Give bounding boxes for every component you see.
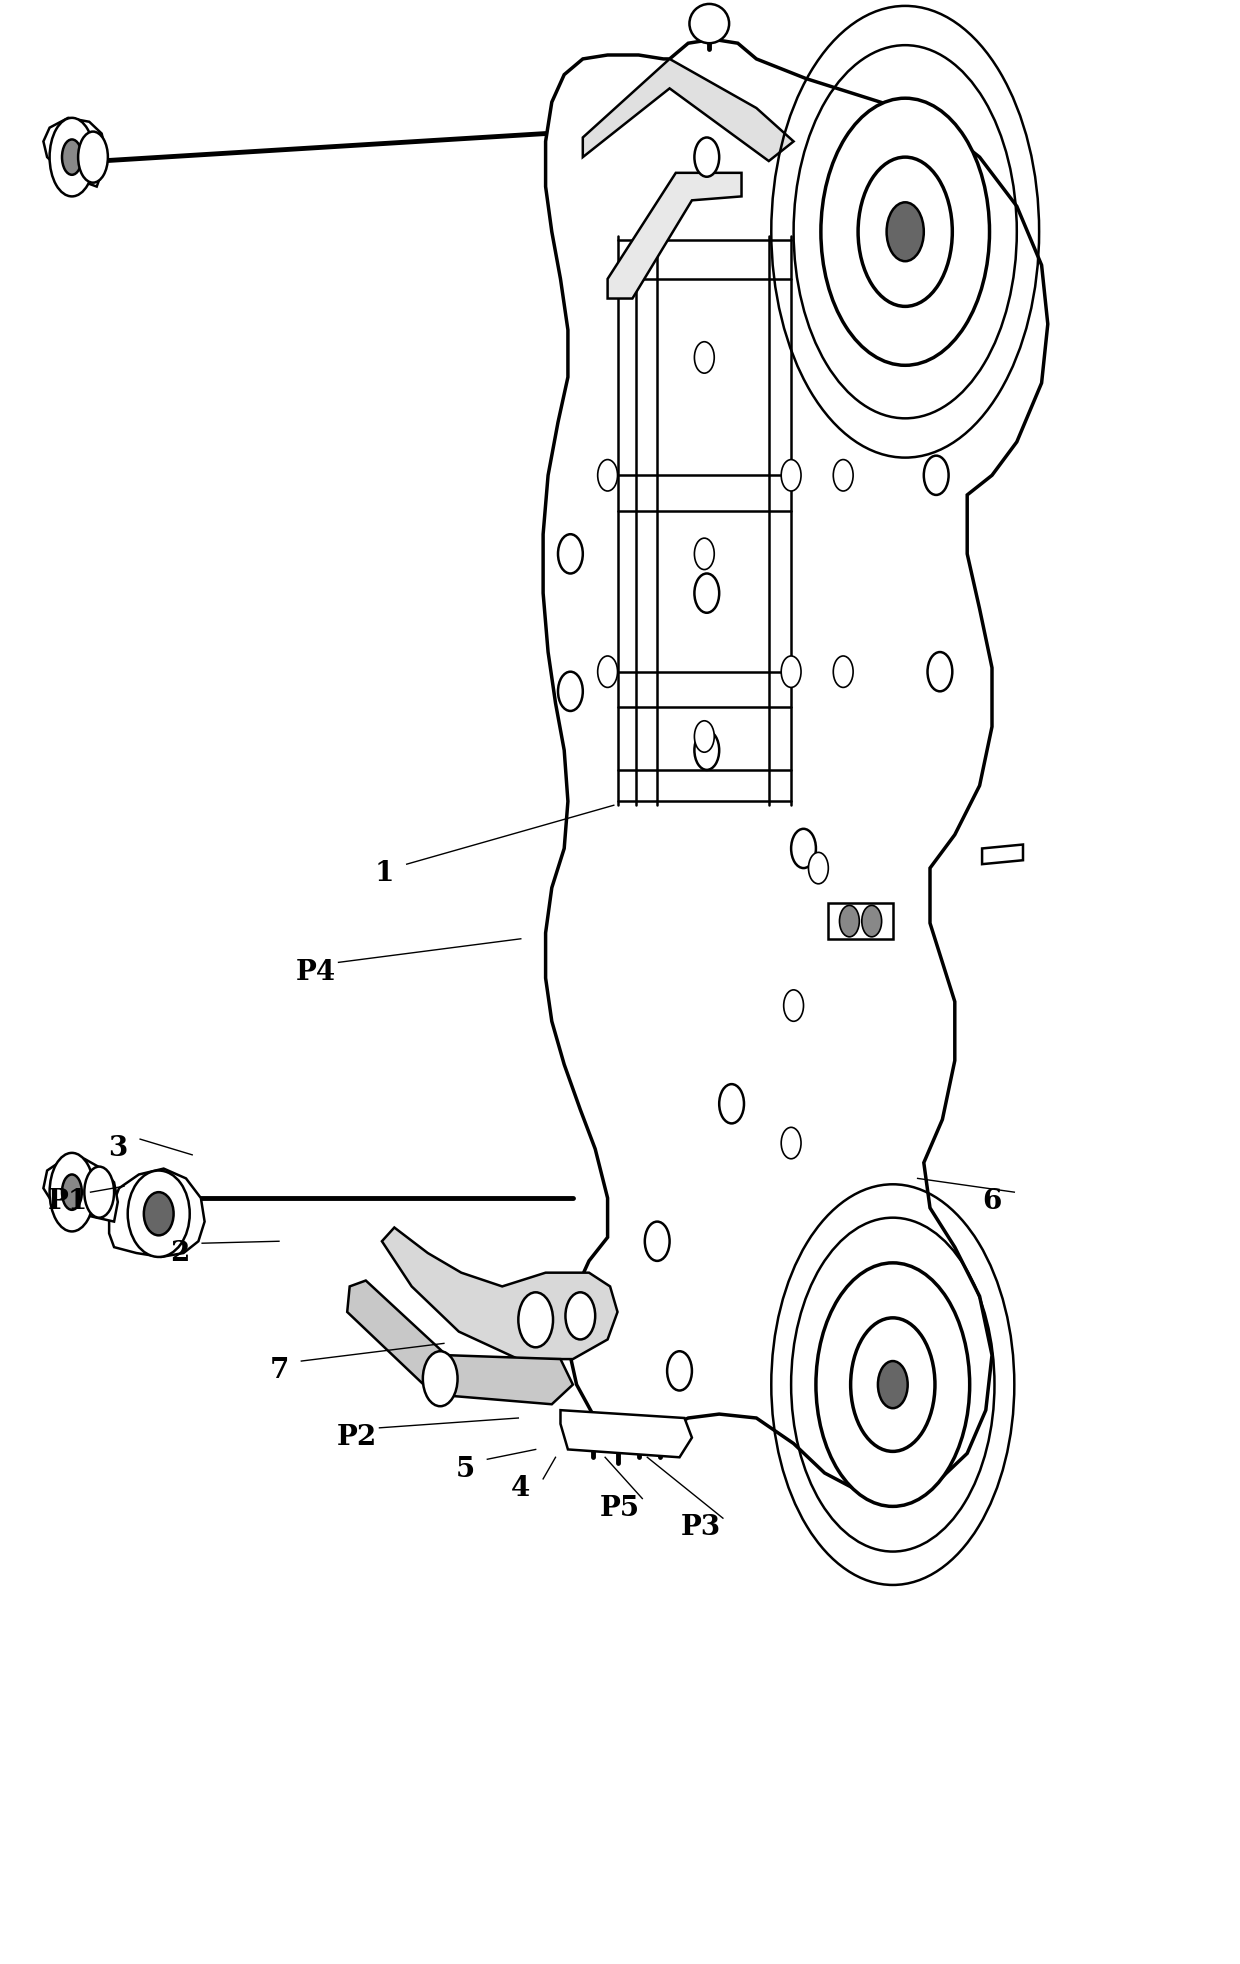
Ellipse shape [694,721,714,752]
Ellipse shape [694,342,714,373]
Ellipse shape [78,132,108,183]
Polygon shape [828,903,893,939]
Ellipse shape [128,1171,190,1257]
Ellipse shape [62,139,82,175]
Ellipse shape [928,652,952,691]
Text: 7: 7 [269,1357,289,1385]
Polygon shape [608,173,742,299]
Ellipse shape [781,656,801,687]
Ellipse shape [694,573,719,613]
Ellipse shape [50,118,94,196]
Text: P5: P5 [600,1495,640,1522]
Ellipse shape [667,1351,692,1391]
Text: 5: 5 [455,1455,475,1483]
Ellipse shape [598,460,618,491]
Ellipse shape [694,538,714,570]
Ellipse shape [565,1292,595,1339]
Text: P2: P2 [337,1424,377,1451]
Ellipse shape [558,534,583,573]
Ellipse shape [144,1192,174,1235]
Polygon shape [347,1281,573,1404]
Polygon shape [382,1228,618,1359]
Ellipse shape [84,1167,114,1218]
Ellipse shape [719,1084,744,1123]
Text: 1: 1 [374,860,394,888]
Ellipse shape [689,4,729,43]
Ellipse shape [791,829,816,868]
Polygon shape [109,1169,205,1257]
Ellipse shape [694,137,719,177]
Ellipse shape [833,460,853,491]
Ellipse shape [833,656,853,687]
Polygon shape [43,118,105,187]
Polygon shape [560,1410,692,1457]
Ellipse shape [598,656,618,687]
Ellipse shape [924,456,949,495]
Ellipse shape [887,202,924,261]
Ellipse shape [423,1351,458,1406]
Ellipse shape [784,990,804,1021]
Text: 4: 4 [511,1475,531,1502]
Polygon shape [43,1159,118,1222]
Ellipse shape [851,1318,935,1451]
Text: 6: 6 [982,1188,1002,1216]
Text: P4: P4 [296,958,336,986]
Ellipse shape [878,1361,908,1408]
Polygon shape [982,845,1023,864]
Ellipse shape [62,1174,82,1210]
Ellipse shape [808,852,828,884]
Text: P1: P1 [48,1188,88,1216]
Text: 3: 3 [108,1135,128,1163]
Polygon shape [583,59,794,161]
Ellipse shape [694,731,719,770]
Ellipse shape [645,1222,670,1261]
Ellipse shape [816,1263,970,1506]
Ellipse shape [821,98,990,365]
Ellipse shape [50,1153,94,1231]
Ellipse shape [839,905,859,937]
Ellipse shape [558,672,583,711]
Text: P3: P3 [681,1514,720,1542]
Ellipse shape [518,1292,553,1347]
Ellipse shape [858,157,952,306]
Ellipse shape [781,1127,801,1159]
Polygon shape [543,39,1048,1497]
Ellipse shape [862,905,882,937]
Text: 2: 2 [170,1239,190,1267]
Ellipse shape [781,460,801,491]
